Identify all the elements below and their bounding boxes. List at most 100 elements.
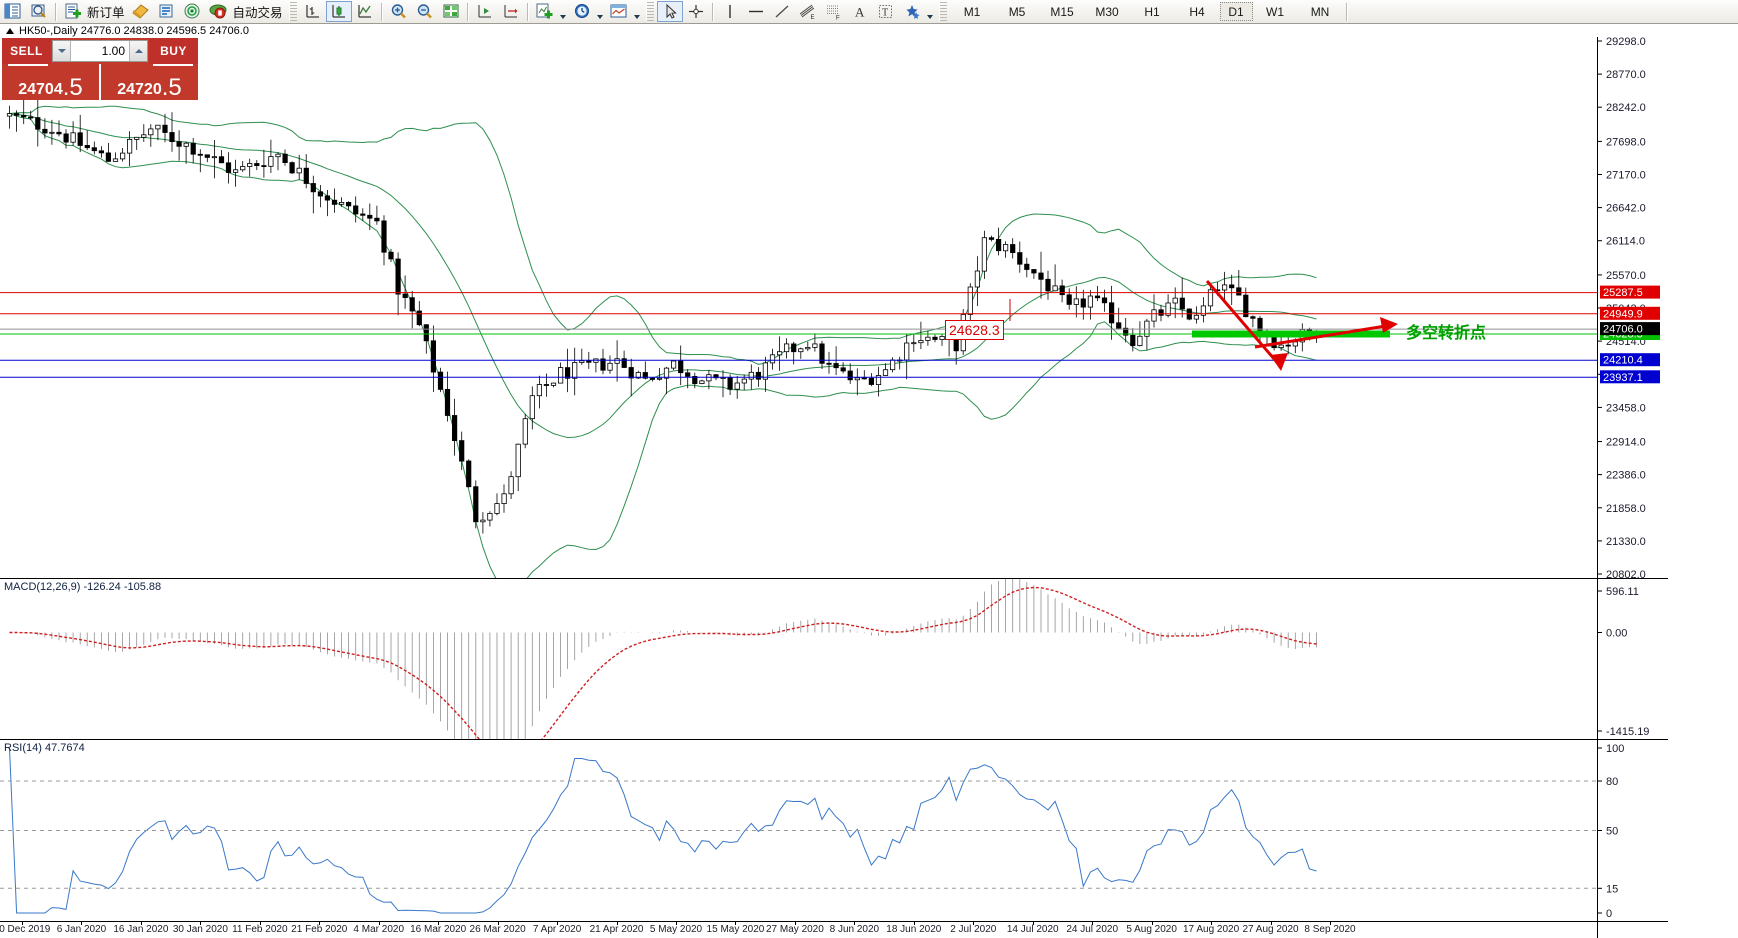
volume-input[interactable]: 1.00 [71, 41, 129, 61]
time-label: 8 Sep 2020 [1304, 924, 1356, 935]
timeframe-mn[interactable]: MN [1310, 4, 1330, 19]
timeframe-m1[interactable]: M1 [963, 4, 981, 19]
rsi-scale[interactable]: 100 80 50 15 0 [1597, 740, 1668, 938]
svg-text:21858.0: 21858.0 [1606, 503, 1646, 515]
candlestick-chart-icon[interactable] [325, 1, 352, 22]
auto-scroll-icon[interactable] [472, 1, 498, 22]
svg-text:26114.0: 26114.0 [1606, 236, 1645, 248]
time-label: 6 Jan 2020 [56, 924, 107, 935]
cursor-icon[interactable] [656, 1, 683, 22]
trendline-icon[interactable] [769, 1, 795, 22]
chart-canvas[interactable]: 29298.0 28770.0 28242.0 27698.0 27170.0 26642… [0, 36, 1738, 938]
svg-text:100: 100 [1606, 743, 1624, 755]
autotrading-label[interactable]: 自动交易 [232, 5, 283, 20]
shapes-dropdown-icon[interactable] [925, 0, 936, 25]
sell-button[interactable]: SELL [2, 38, 51, 64]
time-label: 18 Jun 2020 [886, 924, 942, 935]
timeframe-m15[interactable]: M15 [1050, 4, 1074, 19]
signals-icon[interactable] [180, 1, 206, 22]
horizontal-line-icon[interactable] [743, 1, 769, 22]
buy-price-decimal: .5 [161, 73, 182, 101]
chart-symbol-line: HK50-,Daily 24776.0 24838.0 24596.5 2470… [0, 24, 249, 37]
time-label: 16 Mar 2020 [410, 924, 467, 935]
vertical-line-icon[interactable] [717, 1, 743, 22]
svg-text:596.11: 596.11 [1606, 586, 1639, 598]
trade-panel-prices: 24704 .5 24720 .5 [2, 64, 198, 100]
indicators-dropdown-icon[interactable] [558, 0, 569, 25]
buy-button[interactable]: BUY [149, 38, 198, 64]
zoom-out-icon[interactable] [412, 1, 438, 22]
templates-dropdown-icon[interactable] [632, 0, 643, 25]
shapes-icon[interactable] [899, 1, 925, 22]
toolbar-grip-3[interactable] [938, 2, 947, 21]
data-window-icon[interactable] [26, 1, 52, 22]
metaeditor-icon[interactable] [128, 1, 154, 22]
time-label: 26 Mar 2020 [469, 924, 526, 935]
buy-underline [153, 64, 193, 66]
periods-dropdown-icon[interactable] [595, 0, 606, 25]
time-tick [676, 922, 677, 925]
volume-increment-icon[interactable] [129, 41, 147, 61]
zoom-in-icon[interactable] [386, 1, 412, 22]
templates-icon[interactable] [606, 1, 632, 22]
fibonacci-retracement-icon[interactable]: F [821, 1, 847, 22]
line-chart-icon[interactable] [352, 1, 378, 22]
svg-text:23937.1: 23937.1 [1603, 372, 1643, 384]
chart-grid-icon[interactable] [438, 1, 464, 22]
svg-text:27698.0: 27698.0 [1606, 136, 1646, 148]
indicators-icon[interactable] [532, 1, 558, 22]
timeframe-h1[interactable]: H1 [1144, 4, 1160, 19]
timeframe-h4[interactable]: H4 [1189, 4, 1205, 19]
price-pane[interactable]: 29298.0 28770.0 28242.0 27698.0 27170.0 26642… [0, 36, 1668, 593]
strategy-tester-icon[interactable] [154, 1, 180, 22]
timeframe-m5[interactable]: M5 [1008, 4, 1026, 19]
buy-price[interactable]: 24720 .5 [101, 64, 198, 100]
svg-text:21330.0: 21330.0 [1606, 536, 1646, 548]
crosshair-icon[interactable] [683, 1, 709, 22]
time-label: 4 Mar 2020 [353, 924, 405, 935]
toolbar-divider-5 [711, 2, 714, 21]
time-tick [735, 922, 737, 925]
time-label: 30 Dec 2019 [0, 924, 51, 935]
svg-text:15: 15 [1606, 883, 1618, 895]
new-order-label[interactable]: 新订单 [87, 5, 125, 20]
toolbar-divider [55, 2, 57, 21]
bar-chart-icon[interactable] [300, 1, 326, 22]
rsi-pane[interactable]: RSI(14) 47.7674 100 80 50 15 0 30 Dec 2019 6 … [0, 739, 1668, 938]
macd-scale[interactable]: 596.11 0.00 -1415.19 [1597, 579, 1668, 740]
rsi-plot [0, 747, 1668, 914]
time-label: 21 Feb 2020 [291, 924, 348, 935]
svg-text:T: T [882, 8, 888, 19]
time-tick [616, 922, 618, 925]
volume-stepper[interactable]: 1.00 [52, 40, 148, 62]
text-icon[interactable]: A [847, 1, 873, 22]
price-level-callout: 24628.3 [945, 320, 1004, 340]
market-watch-icon[interactable] [0, 1, 26, 22]
new-order-icon[interactable] [60, 1, 86, 22]
collapse-triangle-icon[interactable] [6, 27, 14, 34]
time-tick [1032, 922, 1034, 925]
macd-pane[interactable]: MACD(12,26,9) -126.24 -105.88 596.11 0.00… [0, 577, 1668, 780]
toolbar-grip[interactable] [288, 2, 297, 21]
toolbar-grip-2[interactable] [645, 2, 654, 21]
sell-price[interactable]: 24704 .5 [2, 64, 101, 100]
rsi-label: RSI(14) 47.7674 [4, 742, 85, 754]
price-scale[interactable]: 29298.0 28770.0 28242.0 27698.0 27170.0 26642… [1597, 36, 1668, 581]
timeframe-w1[interactable]: W1 [1266, 4, 1285, 19]
time-label: 27 Aug 2020 [1242, 924, 1299, 935]
macd-plot [9, 577, 1317, 780]
volume-decrement-icon[interactable] [53, 41, 71, 61]
time-label: 24 Jul 2020 [1066, 924, 1119, 935]
chart-shift-icon[interactable] [498, 1, 524, 22]
text-label-icon[interactable]: T [873, 1, 899, 22]
timeframe-m30[interactable]: M30 [1095, 4, 1119, 19]
equidistant-channel-icon[interactable]: E [795, 1, 821, 22]
one-click-trading-panel[interactable]: SELL 1.00 BUY 24704 .5 24720 .5 [2, 38, 198, 100]
timeframe-d1[interactable]: D1 [1219, 2, 1253, 21]
autotrading-icon[interactable] [206, 1, 232, 22]
time-label: 27 May 2020 [765, 924, 824, 935]
periods-icon[interactable] [569, 1, 595, 22]
sell-price-integer: 24704 [18, 81, 63, 98]
svg-text:0: 0 [1606, 908, 1612, 920]
